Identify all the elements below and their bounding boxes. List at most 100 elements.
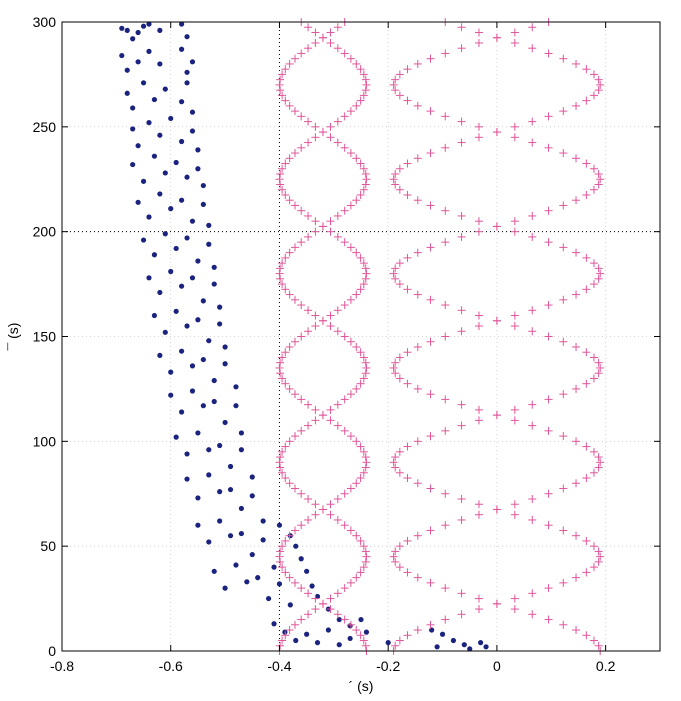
data-point-plus: [474, 28, 483, 37]
data-point-dot: [304, 568, 310, 574]
y-tick-label: 100: [33, 433, 57, 449]
data-point-plus: [544, 301, 553, 310]
data-point-plus: [352, 101, 361, 110]
data-point-plus: [441, 238, 450, 247]
data-point-plus: [311, 510, 320, 519]
data-point-plus: [413, 531, 422, 540]
data-point-dot: [260, 518, 266, 524]
data-point-plus: [297, 489, 306, 498]
y-tick-label: 300: [33, 14, 57, 30]
data-point-plus: [290, 337, 299, 346]
data-point-plus: [403, 536, 412, 545]
data-point-plus: [391, 86, 400, 95]
data-point-dot: [184, 451, 190, 457]
data-point-plus: [311, 594, 320, 603]
data-point-plus: [326, 28, 335, 37]
data-point-dot: [195, 522, 201, 528]
data-point-plus: [326, 322, 335, 331]
data-point-plus: [441, 489, 450, 498]
data-point-plus: [333, 23, 342, 32]
data-point-dot: [206, 222, 212, 228]
data-point-plus: [413, 573, 422, 582]
data-point-plus: [510, 38, 519, 47]
data-point-plus: [391, 358, 400, 367]
data-point-plus: [281, 631, 290, 640]
data-point-plus: [346, 390, 355, 399]
data-point-plus: [582, 190, 591, 199]
data-point-plus: [544, 426, 553, 435]
data-point-dot: [189, 109, 196, 115]
data-point-plus: [352, 479, 361, 488]
data-point-dot: [157, 352, 163, 358]
data-point-plus: [395, 353, 404, 362]
data-point-plus: [413, 342, 422, 351]
x-tick-label: -0.2: [376, 658, 400, 674]
data-point-plus: [285, 248, 294, 257]
data-point-plus: [297, 112, 306, 121]
data-point-plus: [352, 342, 361, 351]
data-point-plus: [297, 332, 306, 341]
data-point-plus: [352, 384, 361, 393]
data-point-plus: [572, 59, 581, 68]
data-point-dot: [179, 21, 185, 27]
data-point-dot: [189, 59, 196, 65]
data-point-dot: [135, 199, 141, 205]
data-point-plus: [395, 542, 404, 551]
data-point-plus: [275, 80, 284, 89]
data-point-dot: [385, 640, 391, 646]
data-point-dot: [195, 317, 201, 323]
data-point-plus: [389, 363, 398, 372]
data-point-plus: [596, 269, 605, 278]
data-point-plus: [474, 217, 483, 226]
data-point-dot: [238, 430, 244, 436]
data-point-dot: [249, 551, 255, 558]
data-point-plus: [278, 91, 287, 100]
data-point-plus: [572, 384, 581, 393]
data-point-plus: [594, 86, 603, 95]
data-point-plus: [276, 264, 285, 273]
data-point-dot: [227, 533, 234, 539]
data-point-dot: [184, 69, 190, 75]
data-point-plus: [413, 59, 422, 68]
data-point-plus: [413, 626, 422, 635]
data-point-plus: [340, 238, 349, 247]
data-point-plus: [457, 138, 466, 147]
data-point-plus: [457, 211, 466, 220]
data-point-plus: [290, 149, 299, 158]
data-point-plus: [352, 290, 361, 299]
data-point-dot: [211, 281, 217, 287]
data-point-dot: [217, 518, 223, 524]
data-point-plus: [333, 327, 342, 336]
data-point-plus: [589, 280, 598, 289]
data-point-dot: [151, 153, 158, 159]
x-tick-label: 0.2: [596, 658, 616, 674]
y-axis-ticks: 0 50 100 150 200 250 300: [33, 14, 660, 659]
data-point-plus: [391, 75, 400, 84]
data-point-dot: [265, 595, 272, 602]
data-point-dot: [146, 48, 152, 54]
data-point-dot: [124, 90, 130, 96]
data-point-plus: [589, 374, 598, 383]
data-point-plus: [589, 185, 598, 194]
data-point-plus: [426, 54, 435, 63]
data-point-dot: [276, 581, 283, 587]
data-point-plus: [389, 175, 398, 184]
data-point-plus: [457, 589, 466, 598]
data-point-dot: [162, 170, 168, 176]
data-point-plus: [361, 274, 370, 283]
data-point-plus: [278, 70, 287, 79]
data-point-dot: [233, 403, 239, 409]
data-point-plus: [275, 552, 284, 561]
y-tick-label: 250: [33, 119, 57, 135]
data-point-plus: [589, 447, 598, 456]
data-point-plus: [389, 458, 398, 467]
data-point-plus: [333, 306, 342, 315]
data-point-plus: [589, 259, 598, 268]
data-point-plus: [457, 494, 466, 503]
data-point-plus: [297, 395, 306, 404]
data-point-plus: [582, 474, 591, 483]
data-point-dot: [135, 29, 141, 36]
data-point-plus: [395, 447, 404, 456]
data-point-plus: [340, 332, 349, 341]
data-point-dot: [222, 585, 228, 591]
